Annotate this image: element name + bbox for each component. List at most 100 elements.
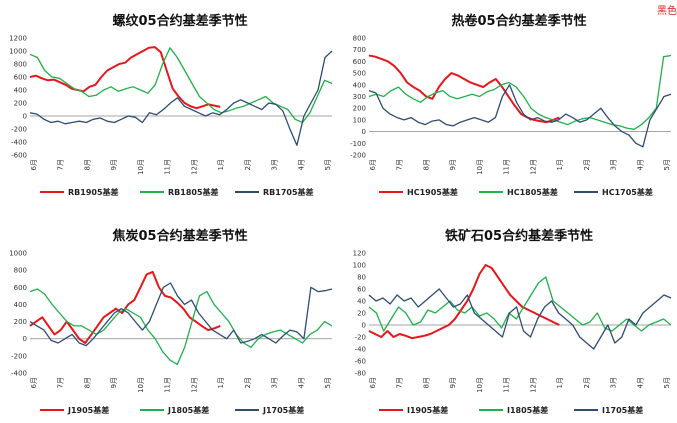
legend-label: RB1705基差 <box>263 187 314 197</box>
series-line-1 <box>368 54 672 130</box>
x-tick-label: 11月 <box>164 159 172 175</box>
chart-svg: -400 -200 0 200 400 600 800 1000 6月 7月 8月 9月 10月 11月 1… <box>9 250 333 415</box>
y-tick-label: 20 <box>357 310 366 318</box>
x-tick-label: 5月 <box>663 159 671 170</box>
x-tick-label: 1月 <box>217 377 225 388</box>
y-tick-label: 200 <box>14 318 27 326</box>
x-tick-label: 7月 <box>57 159 65 170</box>
x-tick-label: 3月 <box>271 377 279 388</box>
y-tick-label: 800 <box>14 61 27 69</box>
x-tick-label: 4月 <box>636 377 644 388</box>
series-line-1 <box>29 288 333 366</box>
x-tick-label: 8月 <box>422 377 430 388</box>
x-tick-label: 11月 <box>503 377 511 393</box>
x-tick-label: 9月 <box>449 159 457 170</box>
legend-label: I1705基差 <box>602 405 643 415</box>
chart-panel-1: 热卷05合约基差季节性 -200 -100 0 100 200 300 400 500 600 70… <box>339 0 677 205</box>
y-tick-label: 0 <box>23 113 27 121</box>
y-tick-label: -400 <box>11 370 27 378</box>
y-tick-label: 200 <box>14 100 27 108</box>
x-tick-label: 12月 <box>190 159 198 175</box>
y-tick-label: 500 <box>353 70 366 78</box>
x-tick-label: 3月 <box>610 377 618 388</box>
y-tick-label: 400 <box>353 81 366 89</box>
y-tick-label: -100 <box>350 140 366 148</box>
y-tick-label: 400 <box>14 87 27 95</box>
y-tick-label: 1000 <box>9 250 27 258</box>
legend-label: J1805基差 <box>167 405 209 415</box>
y-tick-label: 60 <box>357 286 366 294</box>
legend-label: I1905基差 <box>407 405 448 415</box>
y-tick-label: 100 <box>353 116 366 124</box>
x-tick-label: 7月 <box>57 377 65 388</box>
series-line-0 <box>368 264 560 340</box>
series-line-1 <box>368 276 672 332</box>
corner-brand-label: 黑色 <box>657 6 677 17</box>
x-tick-label: 12月 <box>529 377 537 393</box>
x-tick-label: 8月 <box>83 159 91 170</box>
x-tick-label: 1月 <box>217 159 225 170</box>
x-tick-label: 6月 <box>30 159 38 170</box>
y-tick-label: -20 <box>355 334 366 342</box>
x-tick-label: 2月 <box>583 377 591 388</box>
legend-label: J1905基差 <box>67 405 109 415</box>
x-tick-label: 5月 <box>324 159 332 170</box>
y-tick-label: -80 <box>355 370 366 378</box>
x-tick-label: 5月 <box>663 377 671 388</box>
x-tick-label: 2月 <box>244 159 252 170</box>
series-line-0 <box>29 46 221 110</box>
y-tick-label: 600 <box>353 58 366 66</box>
x-tick-label: 1月 <box>556 377 564 388</box>
y-tick-label: -200 <box>350 152 366 160</box>
chart-svg: -600 -400 -200 0 200 400 600 800 1000 1200 6月 7月 8月 9… <box>9 35 333 197</box>
y-tick-label: 0 <box>362 128 366 136</box>
y-tick-label: -400 <box>11 139 27 147</box>
x-tick-label: 3月 <box>610 159 618 170</box>
y-tick-label: 200 <box>353 105 366 113</box>
chart-panel-3: 铁矿石05合约基差季节性 -80 -60 -40 -20 0 20 40 60 80 100 120 6… <box>339 215 677 423</box>
x-tick-label: 6月 <box>369 377 377 388</box>
x-tick-label: 7月 <box>396 377 404 388</box>
y-tick-label: 700 <box>353 46 366 54</box>
chart-title: 铁矿石05合约基差季节性 <box>445 229 594 244</box>
series-line-2 <box>29 282 333 347</box>
x-tick-label: 9月 <box>110 377 118 388</box>
y-tick-label: 1200 <box>9 35 27 43</box>
y-tick-label: 800 <box>353 35 366 43</box>
y-tick-label: -60 <box>355 358 366 366</box>
chart-title: 螺纹05合约基差季节性 <box>112 14 248 29</box>
x-tick-label: 7月 <box>396 159 404 170</box>
x-tick-label: 9月 <box>110 159 118 170</box>
x-tick-label: 12月 <box>190 377 198 393</box>
chart-panel-0: 螺纹05合约基差季节性 -600 -400 -200 0 200 400 600 800 1000… <box>0 0 338 205</box>
y-tick-label: 600 <box>14 284 27 292</box>
y-tick-label: -200 <box>11 126 27 134</box>
y-tick-label: 800 <box>14 267 27 275</box>
x-tick-label: 1月 <box>556 159 564 170</box>
y-tick-label: -40 <box>355 346 366 354</box>
y-tick-label: 400 <box>14 301 27 309</box>
x-tick-label: 8月 <box>422 159 430 170</box>
y-tick-label: 600 <box>14 74 27 82</box>
y-tick-label: 1000 <box>9 48 27 56</box>
chart-title: 热卷05合约基差季节性 <box>451 14 587 29</box>
series-line-1 <box>29 47 333 124</box>
x-tick-label: 5月 <box>324 377 332 388</box>
x-tick-label: 4月 <box>636 159 644 170</box>
legend-label: HC1805基差 <box>507 187 558 197</box>
x-tick-label: 10月 <box>476 159 484 175</box>
x-tick-label: 11月 <box>164 377 172 393</box>
x-tick-label: 10月 <box>137 159 145 175</box>
y-tick-label: 40 <box>357 298 366 306</box>
y-tick-label: 0 <box>362 322 366 330</box>
x-tick-label: 4月 <box>297 377 305 388</box>
x-tick-label: 8月 <box>83 377 91 388</box>
chart-title: 焦炭05合约基差季节性 <box>112 229 248 244</box>
legend-label: I1805基差 <box>507 405 548 415</box>
y-tick-label: 80 <box>357 274 366 282</box>
y-tick-label: 300 <box>353 93 366 101</box>
series-line-0 <box>29 270 221 344</box>
x-tick-label: 2月 <box>583 159 591 170</box>
x-tick-label: 11月 <box>503 159 511 175</box>
x-tick-label: 10月 <box>476 377 484 393</box>
